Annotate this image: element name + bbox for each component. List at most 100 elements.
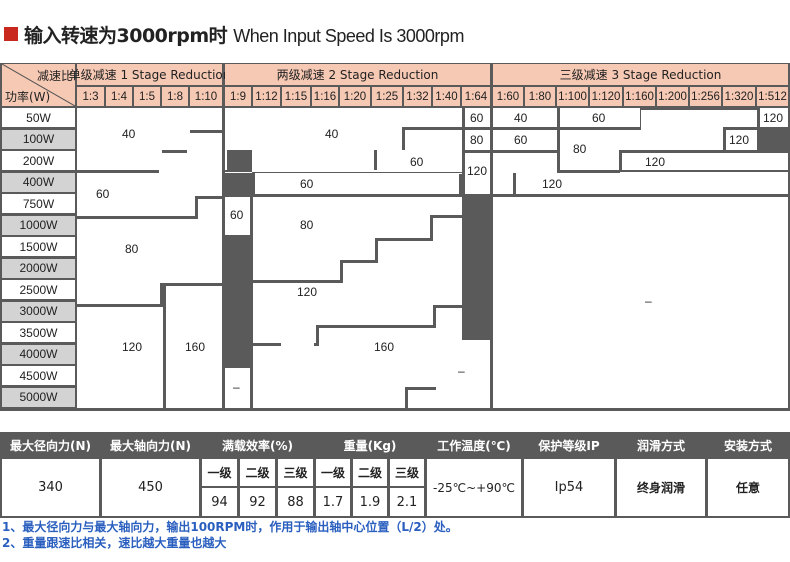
temp-header: 工作温度(℃): [427, 433, 521, 457]
s2-region-dash-s1: [225, 368, 250, 408]
c64-label-60: 60: [470, 111, 484, 125]
ratio-cell: 1:9: [225, 87, 251, 106]
s3-120a: [760, 108, 788, 127]
s1-label-160: 160: [185, 340, 206, 354]
s1-region-80: [77, 199, 222, 304]
eff-stage3-value: 88: [278, 488, 313, 516]
s3-40: [493, 108, 557, 127]
ratio-cell: 1:15: [282, 87, 310, 106]
wt-stage3-value: 2.1: [390, 488, 424, 516]
ratio-cell: 1:12: [253, 87, 280, 106]
power-row-label: 4500W: [2, 366, 75, 385]
s2-label-80: 80: [300, 218, 314, 232]
s2-label-60c: 60: [230, 208, 244, 222]
title-marker: [4, 27, 18, 41]
ratio-cell: 1:5: [134, 87, 160, 106]
torque-regions: [77, 108, 788, 408]
s3-label-60b: 60: [514, 133, 528, 147]
ip-header: 保护等级IP: [524, 433, 614, 457]
s2-label-160: 160: [374, 340, 395, 354]
power-row-label: 200W: [2, 151, 75, 170]
stage2-header: 两级减速 2 Stage Reduction: [225, 64, 490, 85]
wt-stage3-label: 三级: [390, 459, 424, 486]
ratio-cell: 1:20: [340, 87, 370, 106]
s1-region-40: [77, 108, 222, 170]
s1-label-dash: –: [233, 380, 240, 394]
power-axis-label: 功率(W): [5, 90, 51, 104]
power-row-label: 100W: [2, 129, 75, 149]
s1-label-120: 120: [122, 340, 143, 354]
s1-label-40: 40: [122, 127, 136, 141]
c64-120: [465, 153, 490, 194]
efficiency-header: 满载效率(%): [202, 433, 313, 457]
s2-region-60-mid: [255, 173, 462, 194]
s3-label-dash: –: [645, 294, 652, 308]
s3-label-120a: 120: [763, 111, 784, 125]
s3-120e: [516, 172, 788, 194]
ratio-cell: 1:512: [757, 87, 788, 106]
ratio-cell: 1:25: [372, 87, 402, 106]
s3-label-120b: 120: [729, 133, 750, 147]
ratio-cell: 1:160: [624, 87, 655, 106]
s2-region-60-box: [225, 197, 250, 235]
power-row-label: 50W: [2, 108, 75, 127]
ratio-cell: 1:200: [657, 87, 688, 106]
c64-label-80: 80: [470, 133, 484, 147]
corner-header: 减速比 功率(W): [2, 64, 75, 106]
eff-stage2-value: 92: [240, 488, 275, 516]
s2-label-60a: 60: [410, 155, 424, 169]
s3-label-120c: 120: [645, 155, 666, 169]
s2-region-80: [253, 197, 462, 280]
axial-force-header: 最大轴向力(N): [102, 433, 199, 457]
power-row-label: 3500W: [2, 323, 75, 342]
radial-force-value: 340: [2, 459, 99, 516]
note-1: 1、最大径向力与最大轴向力，输出100RPM时，作用于输出轴中心位置（L/2）处…: [2, 520, 458, 534]
ratio-cell: 1:80: [525, 87, 555, 106]
s3-60a: [560, 108, 640, 127]
title-cn: 输入转速为3000rpm时: [24, 25, 228, 47]
mount-value: 任意: [708, 459, 788, 516]
ip-value: Ip54: [524, 459, 614, 516]
eff-stage1-value: 94: [202, 488, 237, 516]
ratio-cell: 1:32: [404, 87, 431, 106]
eff-stage2-label: 二级: [240, 459, 275, 486]
lube-header: 润滑方式: [617, 433, 705, 457]
wt-stage2-label: 二级: [353, 459, 387, 486]
ratio-cell: 1:320: [723, 87, 755, 106]
ratio-cell: 1:40: [433, 87, 460, 106]
s2-label-60b: 60: [300, 177, 314, 191]
ratio-cell: 1:4: [106, 87, 132, 106]
lube-value: 终身润滑: [617, 459, 705, 516]
stage1-header: 单级减速 1 Stage Reduction: [69, 64, 230, 85]
power-row-label: 1500W: [2, 237, 75, 256]
ratio-cell: 1:256: [690, 87, 721, 106]
s2-region-dash: [408, 340, 490, 408]
ratio-cell: 1:10: [190, 87, 222, 106]
ratio-cell: 1:60: [493, 87, 523, 106]
radial-force-header: 最大径向力(N): [2, 433, 99, 457]
s3-120c: [622, 153, 788, 170]
s1-region-60: [77, 133, 222, 216]
ratio-cell: 1:100: [557, 87, 588, 106]
wt-stage1-label: 一级: [316, 459, 350, 486]
power-row-label: 3000W: [2, 301, 75, 321]
s3-label-40: 40: [514, 111, 528, 125]
power-row-label: 5000W: [2, 387, 75, 407]
s2-label-120: 120: [297, 285, 318, 299]
c64-60: [465, 108, 490, 127]
mount-header: 安装方式: [708, 433, 788, 457]
s3-60b: [493, 130, 557, 150]
s2-region-120: [253, 218, 462, 343]
eff-stage3-label: 三级: [278, 459, 313, 486]
ratio-axis-label: 减速比: [36, 69, 73, 83]
s1-label-60: 60: [96, 187, 110, 201]
s3-label-60a: 60: [592, 111, 606, 125]
ratio-cell: 1:64: [462, 87, 490, 106]
ratio-cell: 1:8: [162, 87, 188, 106]
stage3-header: 三级减速 3 Stage Reduction: [493, 64, 788, 85]
s2-region-40: [225, 108, 462, 170]
s2-region-60-left: [225, 150, 462, 173]
note-2: 2、重量跟速比相关，速比越大重量也越大: [2, 536, 227, 550]
power-row-label: 1000W: [2, 215, 75, 235]
s3-120d: [493, 153, 557, 194]
